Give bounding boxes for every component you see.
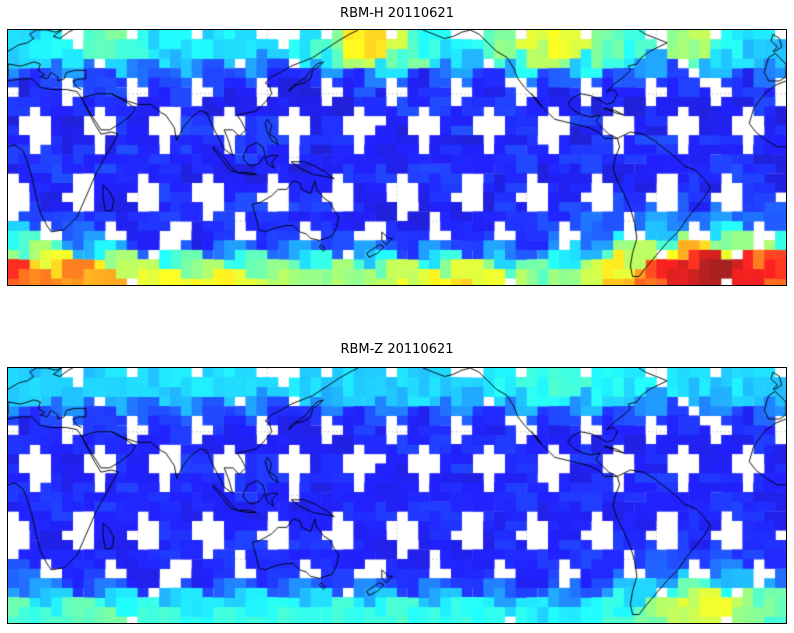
panel-title-rbm-z: RBM-Z 20110621: [340, 342, 454, 357]
map-canvas-rbm-h: [7, 29, 787, 286]
map-canvas-rbm-z: [7, 367, 787, 624]
panel-title-rbm-h: RBM-H 20110621: [340, 6, 454, 21]
